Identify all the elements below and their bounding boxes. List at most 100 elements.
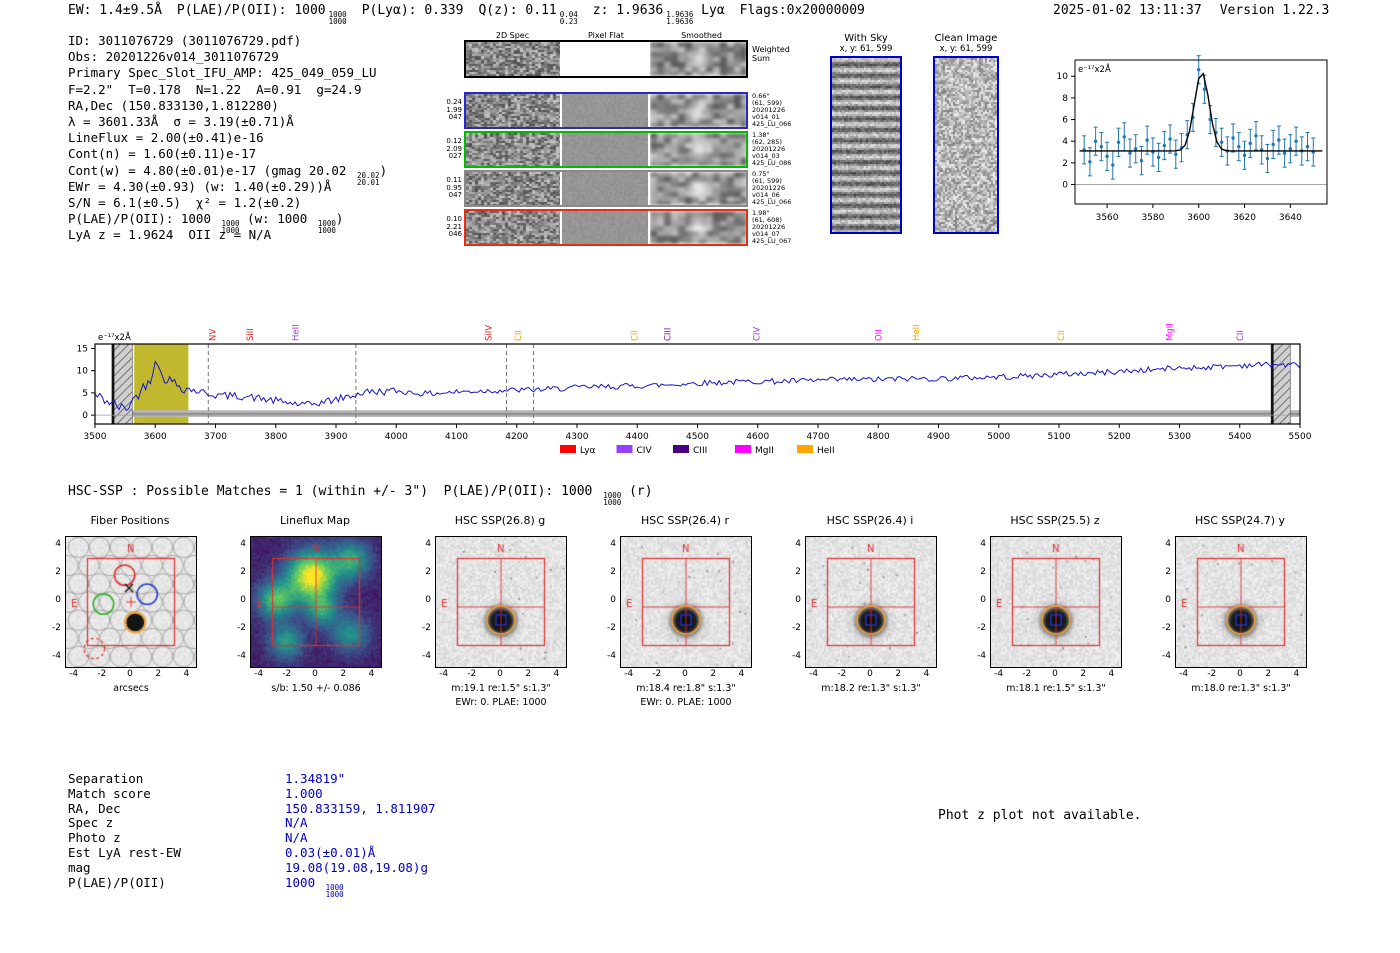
flags-value: Flags:0x20000009 xyxy=(739,3,865,18)
svg-text:4: 4 xyxy=(1062,137,1068,147)
y-tick-label: 4 xyxy=(55,538,61,549)
x-tick-label: 2 xyxy=(340,669,347,679)
info-line: Cont(n) = 1.60(±0.11)e-17 xyxy=(68,146,257,162)
info-line: S/N = 6.1(±0.5) χ² = 1.2(±0.2) xyxy=(68,194,302,210)
match-label: Separation xyxy=(68,771,144,786)
fiber-2dspec-image xyxy=(466,94,561,127)
x-tick-label: 0 xyxy=(1237,669,1243,679)
hsc-matches-header: HSC-SSP : Possible Matches = 1 (within +… xyxy=(68,484,653,507)
weighted-2dspec-cell xyxy=(466,42,561,76)
fiber-2dspec-cell xyxy=(466,94,561,127)
x-tick-label: 4 xyxy=(1108,669,1115,679)
x-tick-label: -2 xyxy=(837,669,847,679)
withsky-coords: x, y: 61, 599 xyxy=(839,44,893,54)
fiber-pixelflat-cell xyxy=(562,133,648,166)
match-row: Match score 1.000 xyxy=(68,785,436,802)
y-tick-label: 0 xyxy=(980,595,986,605)
emission-line-label: NV xyxy=(209,329,219,341)
svg-text:5500: 5500 xyxy=(1289,432,1312,442)
col-header-smoothed: Smoothed xyxy=(681,31,722,40)
fiber-smoothed-cell xyxy=(649,172,746,205)
fraction: 1000 1000 xyxy=(325,882,344,899)
cutout-title: HSC SSP(25.5) z xyxy=(1010,514,1100,527)
match-row: P(LAE)/P(OII) 1000 1000 1000 xyxy=(68,874,436,899)
fiber-image xyxy=(65,536,197,668)
x-tick-label: -2 xyxy=(467,669,477,679)
legend-label: Lyα xyxy=(580,446,596,456)
x-tick-label: 4 xyxy=(368,669,375,679)
emission-line-label: OII xyxy=(874,329,884,341)
svg-text:2: 2 xyxy=(1062,159,1068,169)
y-tick-label: -2 xyxy=(607,623,616,634)
qz-value: Q(z): 0.11 0.04 0.23 xyxy=(478,3,578,26)
x-tick-label: -4 xyxy=(624,669,634,679)
fiber-pixelflat-cell xyxy=(562,172,648,205)
x-tick-label: 0 xyxy=(312,669,318,679)
svg-text:4500: 4500 xyxy=(686,432,709,442)
fraction: 20.02 20.01 xyxy=(356,170,380,187)
cutout-panel-img-3: HSC SSP(26.4) r -4 -4 -2 -2 0 0 2 2 4 4 m:18.4 re:1… xyxy=(600,512,775,724)
summary-header: EW: 1.4±9.5Å P(LAE)/P(OII): 1000 1000 1000 P… xyxy=(68,3,880,25)
y-tick-label: -4 xyxy=(607,651,616,662)
svg-text:3640: 3640 xyxy=(1279,213,1302,223)
svg-text:6: 6 xyxy=(1062,116,1068,126)
y-tick-label: -2 xyxy=(792,623,801,634)
source-info-block: ID: 3011076729 (3011076729.pdf) Obs: 2020… xyxy=(68,33,387,243)
x-tick-label: -2 xyxy=(1022,669,1032,679)
emission-line-label: CII xyxy=(630,330,640,341)
fiber-pixelflat-image xyxy=(562,133,648,166)
emission-line-fit-plot: 3560 3580 3600 3620 3640 0 2 4 6 8 10 e⁻¹⁷x2Å xyxy=(1057,55,1328,223)
match-label: RA, Dec xyxy=(68,800,121,816)
weighted-sum-row xyxy=(464,40,748,78)
match-value: 0.03(±0.01)Å xyxy=(285,844,376,860)
img-image xyxy=(990,536,1122,668)
y-tick-label: 0 xyxy=(55,595,61,605)
x-tick-label: -4 xyxy=(439,669,449,679)
fraction: 1000 1000 xyxy=(317,219,336,236)
match-row: Est LyA rest-EW 0.03(±0.01)Å xyxy=(68,844,436,861)
y-tick-label: 4 xyxy=(425,538,431,549)
match-label: Est LyA rest-EW xyxy=(68,844,181,860)
fiber-id-labels: 0.75" (61, 599) 20201226 v014_06 425_LU_066 xyxy=(752,170,792,206)
y-tick-label: 4 xyxy=(610,538,616,549)
fiber-pixelflat-image xyxy=(562,211,648,244)
col-header-pixelflat: Pixel Flat xyxy=(588,31,624,40)
y-tick-label: 4 xyxy=(980,538,986,549)
svg-text:5: 5 xyxy=(82,389,88,399)
match-value: 1.000 xyxy=(285,785,323,801)
cutout-footer: m:18.4 re:1.8" s:1.3" xyxy=(636,683,736,694)
match-label: mag xyxy=(68,859,91,875)
emission-line-label: SiII xyxy=(246,328,256,341)
emission-line-label: CIV xyxy=(753,327,763,341)
full-spectrum-plot: 3500 3600 3700 3800 3900 4000 4100 4200 4300 4400… xyxy=(77,323,1312,456)
info-line: LyA z = 1.9624 OII z = N/A xyxy=(68,227,272,243)
cutout-title: Fiber Positions xyxy=(90,514,170,527)
fiber-pixelflat-image xyxy=(562,94,648,127)
svg-text:3900: 3900 xyxy=(325,432,348,442)
match-value: 1000 1000 1000 xyxy=(285,874,344,899)
weighted-pixelflat-cell xyxy=(562,42,648,76)
x-tick-label: 2 xyxy=(1265,669,1272,679)
cutout-panel-img-6: HSC SSP(24.7) y -4 -4 -2 -2 0 0 2 2 4 4 m:18.0 re:1… xyxy=(1155,512,1330,724)
fiber-smoothed-image xyxy=(649,133,746,166)
y-tick-label: 0 xyxy=(795,595,801,605)
emission-line-label: HeII xyxy=(912,324,922,341)
col-header-2dspec: 2D Spec xyxy=(495,31,530,40)
y-tick-label: -2 xyxy=(977,623,986,634)
y-tick-label: 2 xyxy=(1165,566,1171,577)
legend-swatch xyxy=(735,445,751,453)
x-tick-label: 0 xyxy=(867,669,873,679)
cutout-panel-img-5: HSC SSP(25.5) z -4 -4 -2 -2 0 0 2 2 4 4 m:18.1 re:1… xyxy=(970,512,1145,724)
info-line: F=2.2" T=0.178 N=1.22 A=0.91 g=24.9 xyxy=(68,81,362,97)
lineflux-image xyxy=(250,536,382,668)
x-tick-label: -2 xyxy=(97,669,107,679)
emission-line-label: CII xyxy=(1236,330,1246,341)
emission-line-label: SiIV xyxy=(484,325,494,341)
svg-text:10: 10 xyxy=(77,367,89,377)
svg-text:3600: 3600 xyxy=(1187,213,1210,223)
withsky-image xyxy=(830,56,902,234)
svg-text:4700: 4700 xyxy=(807,432,830,442)
match-value: N/A xyxy=(285,830,308,846)
x-tick-label: -4 xyxy=(69,669,79,679)
img-image xyxy=(1175,536,1307,668)
